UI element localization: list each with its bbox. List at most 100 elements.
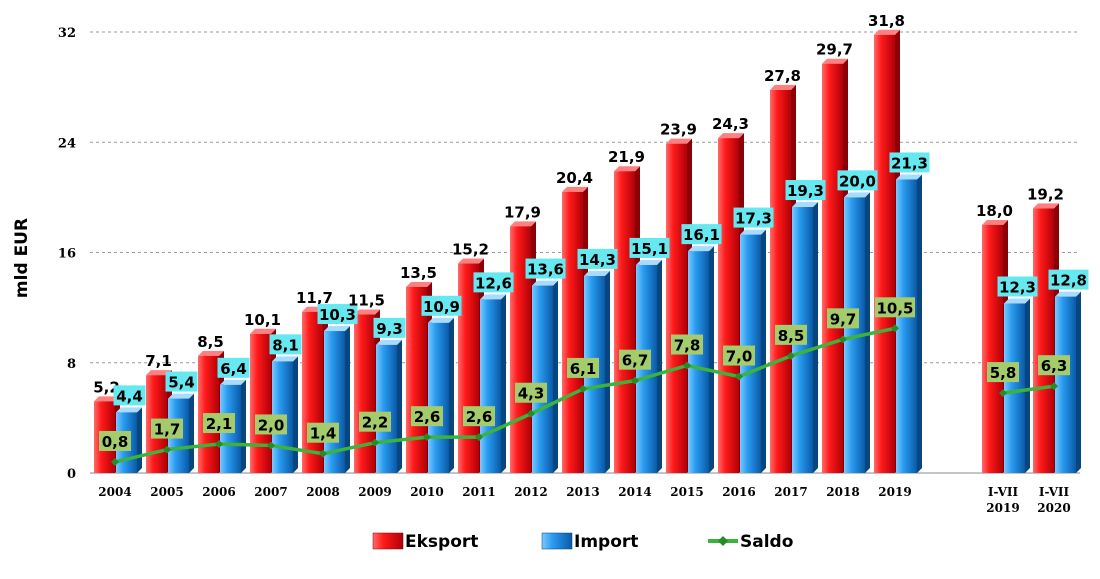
x-tick-label: 2017: [774, 485, 807, 499]
saldo-point: [999, 389, 1007, 398]
x-tick-label: 2010: [410, 485, 443, 499]
import-value-label: 14,3: [577, 248, 618, 269]
import-bar: [532, 280, 558, 473]
svg-text:Saldo: Saldo: [740, 532, 793, 552]
saldo-value-label: 2,2: [359, 411, 391, 432]
saldo-value-label: 5,8: [987, 362, 1019, 383]
saldo-point: [111, 457, 119, 466]
bars: [94, 29, 1081, 474]
svg-text:19,3: 19,3: [787, 182, 824, 200]
svg-text:10,3: 10,3: [319, 306, 356, 324]
eksport-value-label: 7,1: [145, 352, 172, 370]
svg-text:6,1: 6,1: [570, 360, 597, 378]
saldo-value-label: 2,6: [463, 406, 495, 427]
import-value-label: 17,3: [733, 207, 774, 228]
eksport-value-label: 24,3: [712, 115, 749, 133]
import-value-label: 12,8: [1048, 269, 1089, 290]
svg-text:Eksport: Eksport: [405, 532, 478, 552]
eksport-value-label: 29,7: [816, 41, 853, 59]
saldo-value-label: 1,7: [151, 418, 183, 439]
y-tick-label: 16: [58, 247, 76, 262]
saldo-value-label: 6,3: [1038, 355, 1070, 376]
saldo-point: [891, 324, 899, 333]
x-tick-label: 2013: [566, 485, 599, 499]
eksport-value-label: 17,9: [504, 203, 541, 221]
eksport-value-label: 11,5: [348, 292, 385, 310]
svg-text:8,5: 8,5: [778, 327, 805, 345]
eksport-value-label: 20,4: [556, 169, 593, 187]
saldo-point: [371, 438, 379, 447]
svg-text:0,8: 0,8: [102, 433, 129, 451]
saldo-line-main: [114, 326, 896, 464]
saldo-point: [527, 409, 535, 418]
legend-item-saldo: Saldo: [708, 532, 793, 552]
saldo-line-partial: [1002, 384, 1055, 395]
svg-text:1,4: 1,4: [310, 425, 337, 443]
import-bar: [480, 294, 506, 473]
eksport-value-label: 13,5: [400, 264, 437, 282]
x-tick-label: 2018: [826, 485, 859, 499]
svg-text:14,3: 14,3: [579, 251, 616, 269]
saldo-point: [631, 376, 639, 385]
x-tick-label: 2015: [670, 485, 703, 499]
saldo-value-label: 8,5: [775, 324, 807, 345]
y-tick-label: 8: [67, 357, 76, 372]
import-value-label: 12,3: [997, 276, 1038, 297]
svg-text:7,0: 7,0: [726, 348, 753, 366]
svg-text:20,0: 20,0: [839, 172, 876, 190]
x-tick-label: 2005: [150, 485, 183, 499]
x-tick-label: 2012: [514, 485, 547, 499]
x-tick-label: I-VII 2020: [1037, 485, 1070, 515]
saldo-value-label: 2,6: [411, 406, 443, 427]
saldo-value-label: 6,7: [619, 349, 651, 370]
saldo-value-label: 2,1: [203, 413, 235, 434]
svg-text:2,0: 2,0: [258, 416, 285, 434]
svg-text:10,9: 10,9: [423, 298, 460, 316]
svg-text:13,6: 13,6: [527, 261, 564, 279]
svg-text:9,7: 9,7: [830, 310, 857, 328]
svg-text:5,8: 5,8: [990, 364, 1017, 382]
import-value-label: 10,9: [421, 295, 462, 316]
import-bar: [1004, 298, 1030, 473]
x-tick-label: 2014: [618, 485, 651, 499]
saldo-point: [839, 335, 847, 344]
import-bar: [896, 174, 922, 473]
saldo-value-label: 10,5: [875, 297, 915, 318]
saldo-value-label: 2,0: [255, 414, 287, 435]
saldo-point: [163, 445, 171, 454]
x-tick-label: 2006: [202, 485, 235, 499]
eksport-value-label: 19,2: [1027, 185, 1064, 203]
svg-text:2,1: 2,1: [206, 415, 233, 433]
eksport-value-label: 11,7: [296, 289, 333, 307]
legend: Eksport Import Saldo: [372, 532, 793, 552]
x-tick-label: 2016: [722, 485, 755, 499]
import-value-label: 21,3: [889, 152, 930, 173]
saldo-point: [267, 441, 275, 450]
saldo-point: [787, 351, 795, 360]
y-tick-label: 32: [58, 26, 76, 41]
import-bar: [1055, 291, 1081, 473]
svg-text:6,3: 6,3: [1041, 357, 1068, 375]
saldo-value-label: 0,8: [99, 430, 131, 451]
saldo-point: [215, 440, 223, 449]
svg-text:6,7: 6,7: [622, 352, 649, 370]
import-value-label: 10,3: [317, 304, 358, 325]
x-tick-label: I-VII 2019: [986, 485, 1019, 515]
svg-text:12,6: 12,6: [475, 274, 512, 292]
import-value-label: 9,3: [373, 317, 406, 338]
svg-text:10,5: 10,5: [876, 299, 913, 317]
saldo-line: [111, 324, 1058, 466]
eksport-value-label: 18,0: [976, 202, 1013, 220]
saldo-point: [319, 449, 327, 458]
import-bar: [688, 246, 714, 473]
svg-text:7,8: 7,8: [674, 337, 701, 355]
import-value-label: 5,4: [165, 371, 198, 392]
y-tick-label: 24: [58, 136, 76, 151]
saldo-value-label: 7,0: [723, 345, 755, 366]
svg-text:2,6: 2,6: [414, 408, 441, 426]
svg-text:21,3: 21,3: [891, 154, 928, 172]
data-labels: 5,24,47,1 5,4 8,5 6,4 10,1 8,1 11,710,311,5 9,3…: [93, 12, 1089, 451]
svg-text:16,1: 16,1: [683, 226, 720, 244]
import-value-label: 12,6: [473, 272, 514, 293]
